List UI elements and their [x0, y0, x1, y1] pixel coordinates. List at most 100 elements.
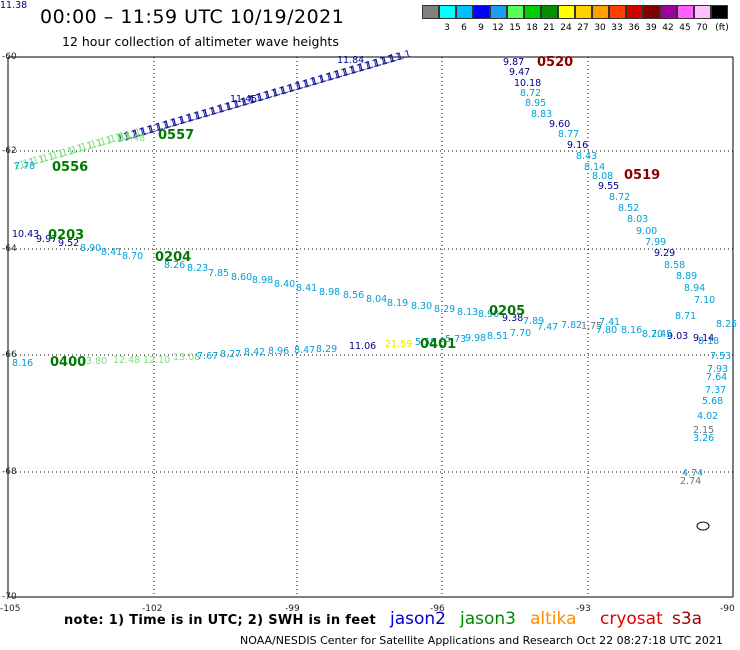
track-cluster-glyph: 11.1 [194, 106, 218, 122]
wave-reading: 8.40 [274, 279, 296, 290]
legend-jason3: jason3 [460, 609, 516, 629]
wave-reading: 8.43 [576, 151, 598, 162]
colorbar-swatch [456, 5, 473, 19]
wave-reading: 7.41 [599, 317, 621, 328]
wave-reading: 9.52 [58, 238, 80, 249]
track-cluster-glyph: 11.1 [163, 115, 187, 131]
colorbar-swatch [626, 5, 643, 19]
lon-label: -105 [0, 604, 21, 614]
pass-time-label: 0401 [420, 337, 457, 352]
wave-reading: 8.47 [294, 345, 316, 356]
colorbar-tick-label: 39 [645, 23, 657, 33]
wave-reading: 8.96 [268, 346, 290, 357]
wave-reading: 8.16 [621, 325, 643, 336]
wave-reading: 11.38 [0, 0, 28, 11]
wave-reading: 8.71 [675, 311, 697, 322]
wave-reading: 9.47 [509, 67, 531, 78]
track-cluster-glyph: 11.1 [51, 146, 75, 162]
wave-reading: 8.27 [220, 349, 242, 360]
track-cluster-glyph: 11.1 [118, 127, 142, 143]
wave-reading: 8.72 [609, 192, 631, 203]
wave-reading: 7.64 [706, 372, 728, 383]
track-cluster-glyph: 11.1 [12, 157, 36, 173]
track-cluster-glyph: 11.1 [41, 149, 65, 165]
wave-reading: 11.06 [349, 341, 377, 352]
track-cluster-glyph: 11.1 [22, 154, 46, 170]
colorbar-tick-label: 45 [679, 23, 691, 33]
pass-time-label: 0400 [50, 355, 87, 370]
legend-cryosat: cryosat [600, 609, 663, 629]
wave-reading: 8.29 [434, 304, 456, 315]
wave-reading: 8.42 [244, 347, 266, 358]
colorbar-swatch [660, 5, 677, 19]
pass-time-label: 0557 [158, 128, 195, 143]
island-outline [696, 521, 710, 531]
wave-reading: 21.59 [385, 339, 413, 350]
track-cluster-glyph: 11.1 [108, 130, 132, 146]
wave-reading: 9.29 [654, 248, 676, 259]
lon-label: -93 [576, 604, 591, 614]
wave-reading: 9.60 [549, 119, 571, 130]
wave-reading: 8.20 [642, 329, 664, 340]
pass-time-label: 0519 [624, 168, 661, 183]
wave-reading: 7.93 [707, 364, 729, 375]
wave-reading: 7.10 [694, 295, 716, 306]
track-cluster-glyph: 11.1 [70, 140, 94, 156]
legend-altika: altika [530, 609, 577, 629]
track-cluster-glyph: 11.1 [248, 90, 272, 106]
wave-reading: 8.08 [592, 171, 614, 182]
track-cluster-glyph: 11.1 [225, 97, 249, 113]
pass-time-label: 0556 [52, 160, 89, 175]
track-cluster-glyph: 11.1 [60, 143, 84, 159]
wave-reading: 8.95 [525, 98, 547, 109]
wave-reading: 4.02 [697, 411, 719, 422]
wave-reading: 8.41 [296, 283, 318, 294]
wave-reading: 7.78 [14, 161, 36, 172]
footer-credit: NOAA/NESDIS Center for Satellite Applica… [240, 634, 723, 647]
wave-reading: 7.82 [561, 320, 583, 331]
wave-reading: 8.23 [187, 263, 209, 274]
track-cluster-glyph: 11.1 [349, 60, 373, 76]
wave-reading: 7.99 [645, 237, 667, 248]
track-cluster-glyph: 11.1 [170, 113, 194, 129]
lon-label: -102 [142, 604, 163, 614]
colorbar-swatch [694, 5, 711, 19]
colorbar-swatch [575, 5, 592, 19]
colorbar-unit: (ft) [715, 23, 729, 33]
lat-label: -62 [2, 146, 17, 156]
wave-reading: 13.08 [173, 352, 201, 363]
wave-reading: 8.60 [231, 272, 253, 283]
colorbar-swatch [711, 5, 728, 19]
wave-reading: 8.51 [487, 331, 509, 342]
wave-reading: 9.97 [36, 234, 58, 245]
wave-reading: 4.74 [682, 468, 704, 479]
track-cluster-glyph: 11.1 [132, 124, 156, 140]
colorbar-swatch [677, 5, 694, 19]
wave-reading: 5.73 [445, 334, 467, 345]
track-cluster-glyph: 11.1 [186, 108, 210, 124]
wave-reading: 8.30 [411, 301, 433, 312]
colorbar-tick-label: 6 [461, 23, 467, 33]
lat-label: -68 [2, 467, 17, 477]
pass-time-label: 0203 [48, 228, 85, 243]
wave-reading: 3.26 [693, 433, 715, 444]
wave-reading: 8.70 [122, 251, 144, 262]
legend-jason2: jason2 [390, 609, 446, 629]
colorbar-swatch [541, 5, 558, 19]
wave-reading: 5.58 [415, 337, 437, 348]
colorbar-tick-label: 33 [611, 23, 623, 33]
track-cluster-glyph: 11.1 [310, 72, 334, 88]
colorbar-swatch [592, 5, 609, 19]
track-cluster-glyph: 11.1 [341, 63, 365, 79]
wave-reading: 8.77 [558, 129, 580, 140]
wave-reading: 7.53 [710, 351, 732, 362]
lat-label: -66 [2, 350, 17, 360]
track-cluster-glyph: 11.1 [178, 111, 202, 127]
wave-reading: 8.83 [531, 109, 553, 120]
wave-reading: 8.04 [366, 294, 388, 305]
wave-reading: 9.00 [636, 226, 658, 237]
wave-reading: 8.03 [627, 214, 649, 225]
track-cluster-glyph: 11.1 [287, 79, 311, 95]
wave-reading: 8.90 [478, 309, 500, 320]
